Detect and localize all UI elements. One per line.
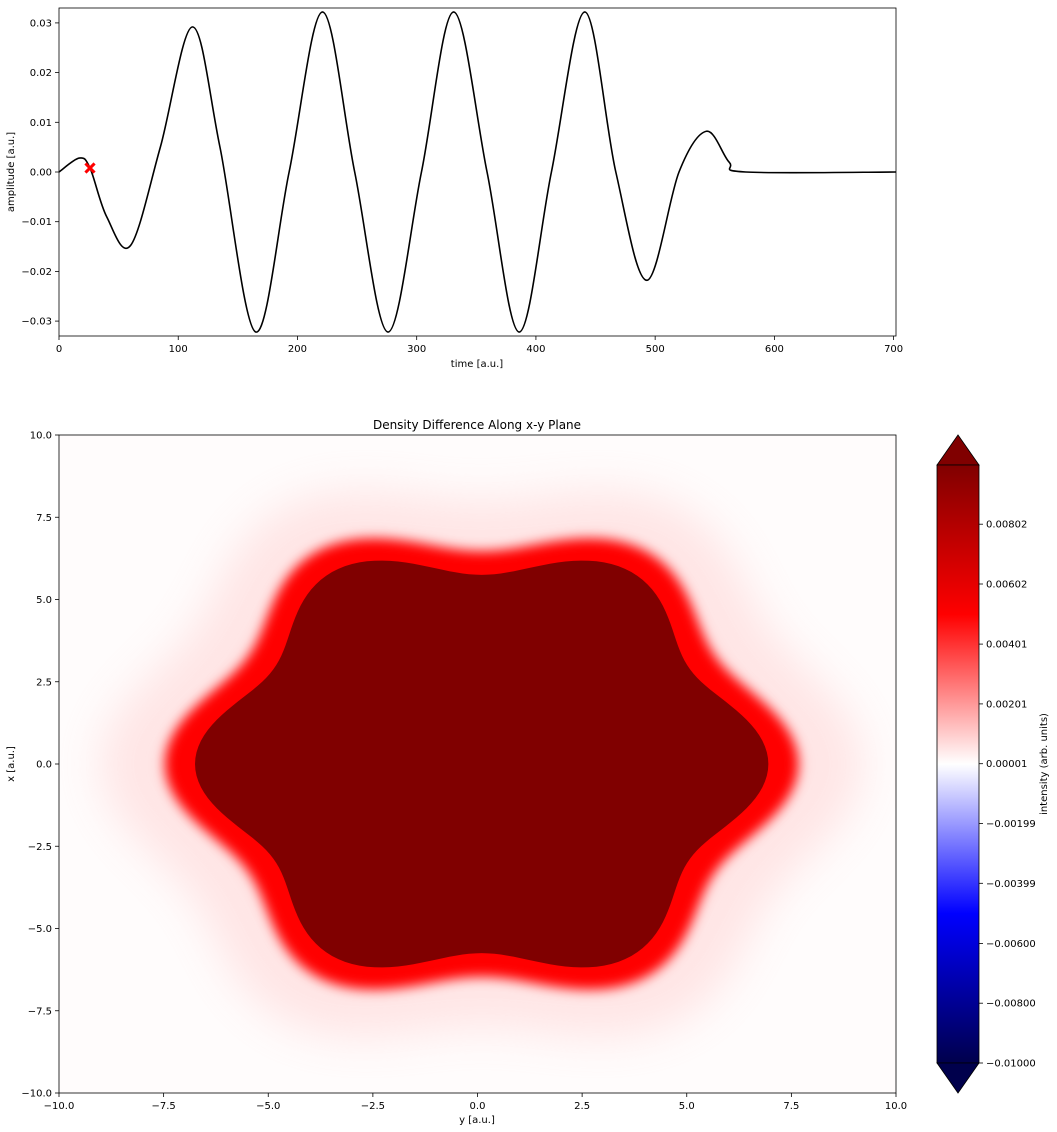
x-tick-label: 500 [646,344,665,355]
x-tick-label: 400 [526,344,545,355]
colorbar-tick-label: −0.00600 [986,939,1036,950]
heatmap-y-tick-label: −2.5 [28,842,52,853]
colorbar-tick-label: 0.00401 [986,640,1027,651]
x-tick-label: 600 [765,344,784,355]
x-axis-ticks: 0 100 200 300 400 500 600 700 [56,336,903,355]
x-tick-label: 100 [169,344,188,355]
amplitude-series-line [58,11,897,333]
colorbar-tick-label: −0.00399 [986,879,1036,890]
colorbar-tick-label: −0.00800 [986,999,1036,1010]
colorbar-tick-label: 0.00802 [986,520,1027,531]
colorbar-tick-label: −0.01000 [986,1059,1036,1070]
heatmap-y-tick-label: −7.5 [28,1006,52,1017]
density-heatmap: Density Difference Along x-y Plane −10.0… [6,418,907,1126]
heatmap-x-tick-label: 0.0 [470,1101,486,1112]
heatmap-x-ticks: −10.0 −7.5 −5.0 −2.5 0.0 2.5 5.0 7.5 10.0 [44,1093,907,1112]
colorbar-gradient [936,464,980,1064]
heatmap-x-tick-label: 5.0 [679,1101,695,1112]
heatmap-y-tick-label: 10.0 [30,431,52,442]
y-tick-label: 0.03 [30,18,52,29]
heatmap-x-tick-label: −2.5 [361,1101,385,1112]
red-x-marker [84,162,96,174]
marker-point [84,162,96,174]
y-tick-label: 0.01 [30,118,52,129]
y-tick-label: 0.02 [30,68,52,79]
y-tick-label: −0.02 [21,267,52,278]
colorbar-tick-label: 0.00201 [986,699,1027,710]
colorbar-tick-label: −0.00199 [986,819,1036,830]
heatmap-y-tick-label: 5.0 [36,595,52,606]
x-tick-label: 0 [56,344,62,355]
heatmap-y-tick-label: 2.5 [36,677,52,688]
heatmap-y-ticks: −10.0 −7.5 −5.0 −2.5 0.0 2.5 5.0 7.5 10.0 [21,431,59,1100]
heatmap-x-tick-label: 10.0 [885,1101,907,1112]
amplitude-line-chart: 0 100 200 300 400 500 600 700 −0.03 −0.02 −0.01 0.… [6,7,903,370]
x-tick-label: 200 [288,344,307,355]
heatmap-x-tick-label: −5.0 [256,1101,280,1112]
x-tick-label: 300 [407,344,426,355]
colorbar-extend-top [936,434,980,466]
colorbar-tick-label: 0.00602 [986,580,1027,591]
heatmap-x-axis-label: y [a.u.] [459,1115,495,1126]
y-tick-label: −0.03 [21,317,52,328]
heatmap-y-axis-label: x [a.u.] [6,746,17,782]
heatmap-y-tick-label: 0.0 [36,760,52,771]
heatmap-x-tick-label: −10.0 [44,1101,75,1112]
y-tick-label: 0.00 [30,168,52,179]
x-tick-label: 700 [884,344,903,355]
heatmap-saturated-core [195,560,769,968]
heatmap-x-tick-label: 7.5 [783,1101,799,1112]
colorbar: −0.01000 −0.00800 −0.00600 −0.00399 −0.00199… [936,434,1050,1094]
colorbar-extend-bottom [936,1062,980,1094]
colorbar-tick-label: 0.00001 [986,759,1027,770]
heatmap-y-tick-label: −5.0 [28,924,52,935]
heatmap-x-tick-label: 2.5 [574,1101,590,1112]
heatmap-y-tick-label: 7.5 [36,513,52,524]
colorbar-label: intensity (arb. units) [1039,713,1050,815]
y-tick-label: −0.01 [21,217,52,228]
heatmap-title: Density Difference Along x-y Plane [373,418,581,432]
y-axis-label: amplitude [a.u.] [6,132,17,212]
heatmap-y-tick-label: −10.0 [21,1089,52,1100]
y-axis-ticks: −0.03 −0.02 −0.01 0.00 0.01 0.02 0.03 [21,18,59,328]
heatmap-x-tick-label: −7.5 [151,1101,175,1112]
x-axis-label: time [a.u.] [451,359,503,370]
colorbar-ticks: −0.01000 −0.00800 −0.00600 −0.00399 −0.00199… [979,520,1036,1070]
